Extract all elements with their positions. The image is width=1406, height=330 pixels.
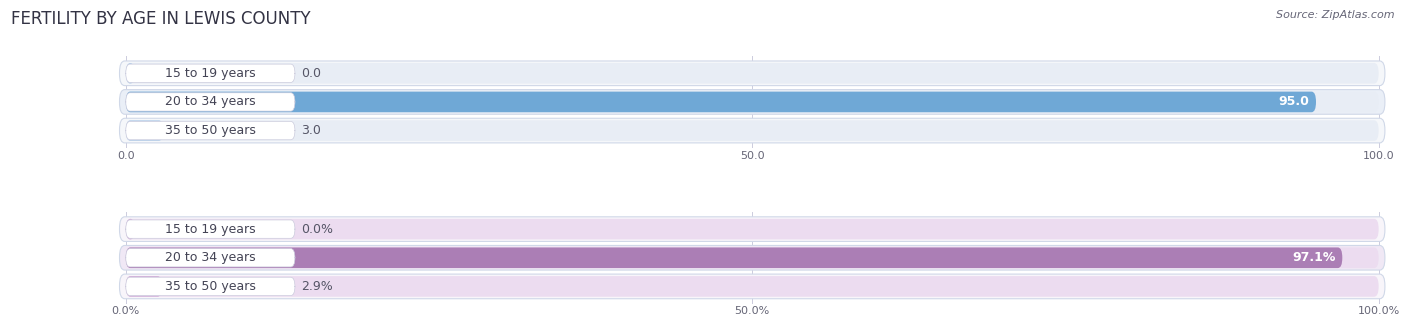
Text: 15 to 19 years: 15 to 19 years xyxy=(165,67,256,80)
FancyBboxPatch shape xyxy=(125,276,162,297)
FancyBboxPatch shape xyxy=(125,248,1379,268)
FancyBboxPatch shape xyxy=(125,220,295,238)
FancyBboxPatch shape xyxy=(125,63,135,83)
FancyBboxPatch shape xyxy=(125,92,1379,112)
FancyBboxPatch shape xyxy=(125,120,163,141)
Text: 3.0: 3.0 xyxy=(301,124,321,137)
Text: 2.9%: 2.9% xyxy=(301,280,333,293)
FancyBboxPatch shape xyxy=(120,61,1385,85)
FancyBboxPatch shape xyxy=(120,90,1385,114)
FancyBboxPatch shape xyxy=(125,121,295,140)
Text: 35 to 50 years: 35 to 50 years xyxy=(165,280,256,293)
FancyBboxPatch shape xyxy=(125,219,1379,240)
Text: 15 to 19 years: 15 to 19 years xyxy=(165,223,256,236)
FancyBboxPatch shape xyxy=(125,93,295,111)
Text: FERTILITY BY AGE IN LEWIS COUNTY: FERTILITY BY AGE IN LEWIS COUNTY xyxy=(11,10,311,28)
FancyBboxPatch shape xyxy=(125,63,1379,83)
Text: 20 to 34 years: 20 to 34 years xyxy=(165,251,256,264)
Text: 95.0: 95.0 xyxy=(1279,95,1310,109)
FancyBboxPatch shape xyxy=(120,217,1385,242)
Text: Source: ZipAtlas.com: Source: ZipAtlas.com xyxy=(1277,10,1395,20)
FancyBboxPatch shape xyxy=(125,276,1379,297)
FancyBboxPatch shape xyxy=(125,277,295,296)
FancyBboxPatch shape xyxy=(120,246,1385,270)
Text: 97.1%: 97.1% xyxy=(1292,251,1336,264)
FancyBboxPatch shape xyxy=(125,248,1343,268)
FancyBboxPatch shape xyxy=(125,120,1379,141)
FancyBboxPatch shape xyxy=(125,219,135,240)
Text: 20 to 34 years: 20 to 34 years xyxy=(165,95,256,109)
FancyBboxPatch shape xyxy=(125,64,295,82)
FancyBboxPatch shape xyxy=(120,274,1385,299)
Text: 0.0%: 0.0% xyxy=(301,223,333,236)
FancyBboxPatch shape xyxy=(125,248,295,267)
FancyBboxPatch shape xyxy=(125,92,1316,112)
Text: 35 to 50 years: 35 to 50 years xyxy=(165,124,256,137)
Text: 0.0: 0.0 xyxy=(301,67,321,80)
FancyBboxPatch shape xyxy=(120,118,1385,143)
